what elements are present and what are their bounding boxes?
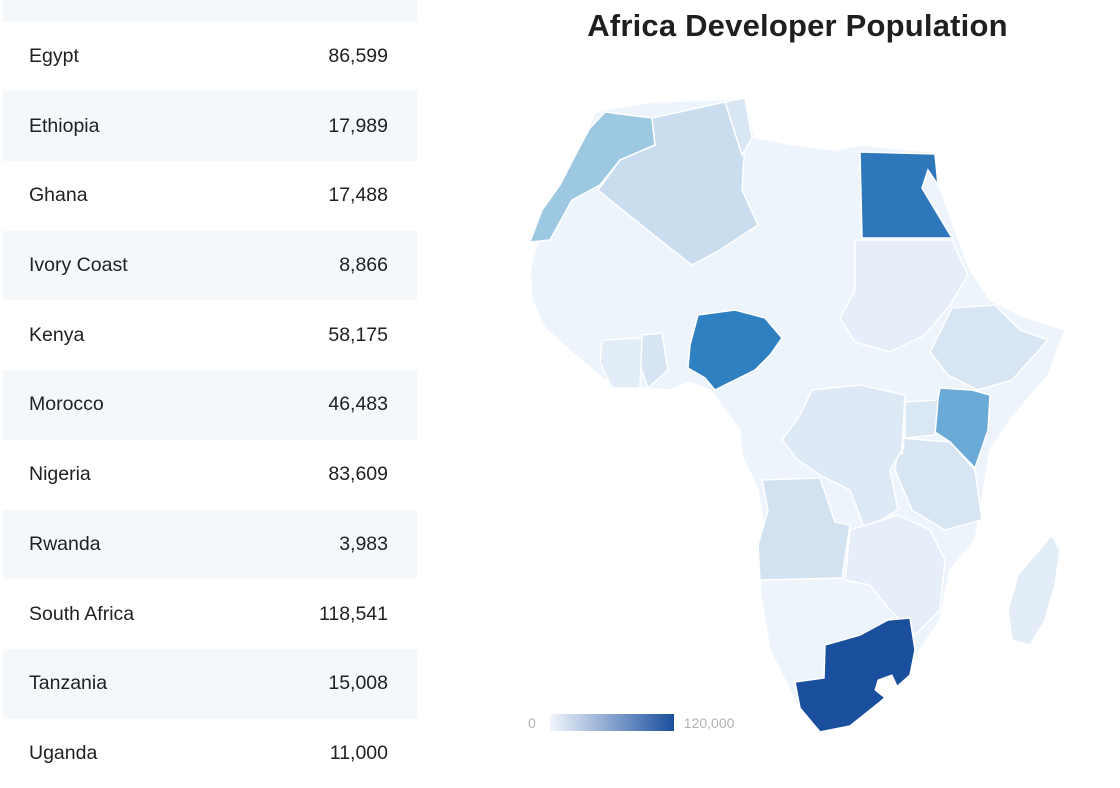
color-legend: 0 120,000 [528,714,734,731]
region-sudan [839,239,969,353]
country-name: Rwanda [29,532,101,555]
country-value: 3,983 [339,532,388,555]
region-southeast [844,514,946,637]
region-lesotho [874,674,899,699]
country-name: Morocco [29,393,104,416]
table-row[interactable]: Morocco 46,483 [3,370,417,440]
table-row[interactable]: Tanzania 15,008 [3,648,417,719]
table-row[interactable]: Ivory Coast 8,866 [3,230,417,301]
country-value: 17,989 [328,114,388,137]
country-value: 58,175 [328,323,388,346]
country-value: 118,541 [318,602,388,625]
region-nigeria [687,309,783,391]
region-tanzania [894,437,983,531]
country-name: Uganda [29,741,98,764]
region-uganda [904,399,939,439]
region-madagascar [1007,533,1061,646]
legend-max: 120,000 [683,714,735,731]
country-name: Nigeria [29,463,91,486]
region-angola [757,477,851,581]
country-name: South Africa [29,602,135,625]
country-value: 46,483 [328,393,388,416]
country-value: 11,000 [329,741,388,764]
legend-min: 0 [528,714,536,731]
country-name: Ghana [29,184,88,207]
table-row[interactable] [3,0,417,22]
region-south-africa [794,617,916,733]
table-row[interactable]: Uganda 11,000 [3,719,417,788]
country-table: Egypt 86,599 Ethiopia 17,989 Ghana 17,488 I… [3,0,417,788]
country-name: Ethiopia [29,114,100,137]
table-row[interactable]: Egypt 86,599 [3,22,417,92]
table-row[interactable]: Nigeria 83,609 [3,440,417,510]
country-value: 86,599 [328,45,388,68]
country-name: Kenya [29,323,85,346]
country-value: 83,609 [328,463,388,486]
country-name: Ivory Coast [29,254,128,277]
region-egypt [859,151,954,239]
country-value: 8,866 [339,254,388,277]
table-row[interactable]: Rwanda 3,983 [3,509,417,580]
country-name: Egypt [29,45,79,68]
region-ethiopia [929,304,1050,391]
region-tunisia [724,97,753,157]
table-row[interactable]: Ghana 17,488 [3,161,417,231]
region-ivory-coast [599,337,643,389]
table-row[interactable]: Kenya 58,175 [3,300,417,370]
legend-gradient-bar [549,714,674,731]
country-value: 17,488 [328,184,388,207]
country-value: 15,008 [328,672,388,695]
table-row[interactable]: South Africa 118,541 [3,579,417,649]
africa-map [528,97,1066,736]
country-name: Tanzania [29,672,108,695]
map-title: Africa Developer Population [587,8,1008,43]
table-row[interactable]: Ethiopia 17,989 [3,91,417,162]
